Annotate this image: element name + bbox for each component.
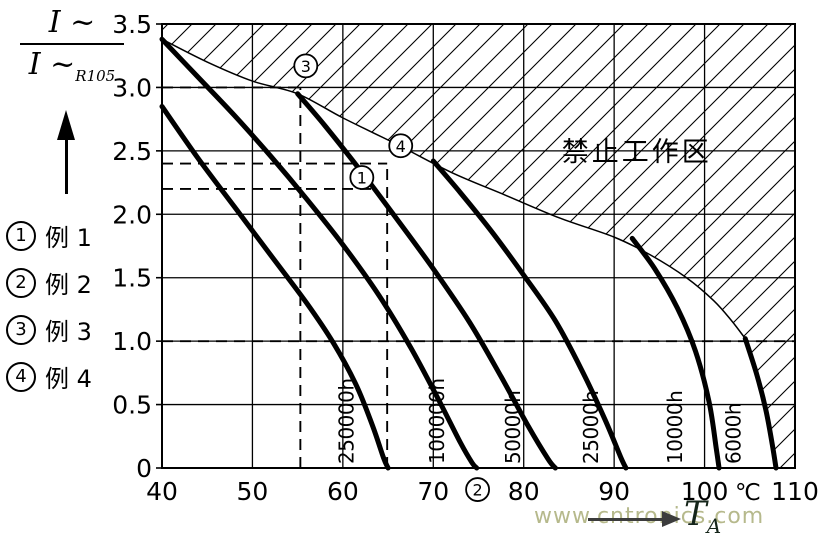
y-tick-label-1: 1.0 <box>112 327 152 356</box>
x-tick-label-80: 80 <box>508 477 540 506</box>
up-arrow-head <box>57 110 75 140</box>
curve-50000h <box>295 91 558 471</box>
x-axis-title: TA <box>684 494 722 538</box>
x-tick-label-100: 100 <box>681 477 729 506</box>
x-tick-label-60: 60 <box>327 477 359 506</box>
x-tick-label-110: 110 <box>771 477 819 506</box>
curve-label-10000h: 10000h <box>663 391 687 464</box>
curve-label-50000h: 50000h <box>501 391 525 464</box>
curve-250000h <box>159 103 391 471</box>
marker-circle-1 <box>349 165 375 190</box>
y-tick-label-3: 3.0 <box>112 73 152 102</box>
legend-item-3: 3 例 3 <box>6 306 156 353</box>
curve-label-250000h: 250000h <box>335 378 359 464</box>
legend-item-2: 2 例 2 <box>6 259 156 306</box>
forbidden-zone-label: 禁止工作区 <box>562 137 712 168</box>
x-axis-title-subscript: A <box>706 513 722 538</box>
curve-10000h <box>629 235 722 471</box>
marker-number-1: 1 <box>357 168 367 187</box>
curve-label-25000h: 25000h <box>579 391 603 464</box>
legend-item-1: 1 例 1 <box>6 212 156 259</box>
marker-circle-4 <box>388 133 414 159</box>
legend: 1 例 1 2 例 2 3 例 3 4 例 4 <box>6 212 156 400</box>
up-arrow-stem <box>64 134 68 194</box>
right-arrow-head <box>662 510 681 527</box>
forbidden-zone-hatch <box>162 24 795 468</box>
legend-marker-1: 1 <box>6 220 36 251</box>
marker-number-4: 4 <box>396 137 406 156</box>
plot-border <box>161 23 796 469</box>
legend-label-1: 例 1 <box>45 224 92 252</box>
curve-100000h <box>159 36 480 471</box>
marker-number-3: 3 <box>301 57 311 76</box>
y-tick-label-2: 2.0 <box>112 200 152 229</box>
x-axis-unit: ℃ <box>735 480 761 506</box>
x-tick-label-40: 40 <box>146 477 178 506</box>
y-tick-label-0: 0 <box>136 454 152 483</box>
watermark: www.cntronics.com <box>534 504 765 529</box>
legend-label-2: 例 2 <box>45 271 92 299</box>
right-arrow-icon <box>588 510 681 527</box>
legend-marker-2: 2 <box>6 267 36 298</box>
legend-label-4: 例 4 <box>45 365 92 393</box>
curve-25000h <box>430 158 629 471</box>
y-tick-label-1.5: 1.5 <box>112 264 152 293</box>
y-axis-title-subscript: R105 <box>75 67 116 85</box>
y-axis-title: I ~ I ~R105 <box>14 6 130 94</box>
y-tick-label-3.5: 3.5 <box>112 10 152 39</box>
curve-label-6000h: 6000h <box>722 403 746 464</box>
x-tick-label-50: 50 <box>237 477 269 506</box>
x-tick-label-90: 90 <box>598 477 630 506</box>
marker-number-2: 2 <box>473 481 483 500</box>
curve-6000h <box>742 336 779 471</box>
fraction-bar <box>20 43 124 45</box>
legend-item-4: 4 例 4 <box>6 353 156 400</box>
forbidden-boundary-line <box>161 38 746 340</box>
x-tick-label-70: 70 <box>417 477 449 506</box>
marker-circle-3 <box>293 53 319 79</box>
legend-marker-4: 4 <box>6 361 36 392</box>
up-arrow-icon <box>52 110 80 194</box>
y-axis-title-denominator: I ~R105 <box>28 47 116 85</box>
y-axis-title-numerator: I ~ <box>48 5 96 40</box>
legend-label-3: 例 3 <box>45 318 92 346</box>
marker-circle-2 <box>465 477 490 502</box>
curve-label-100000h: 100000h <box>425 378 449 464</box>
y-tick-label-2.5: 2.5 <box>112 137 152 166</box>
legend-marker-3: 3 <box>6 314 36 345</box>
y-tick-label-0.5: 0.5 <box>112 391 152 420</box>
